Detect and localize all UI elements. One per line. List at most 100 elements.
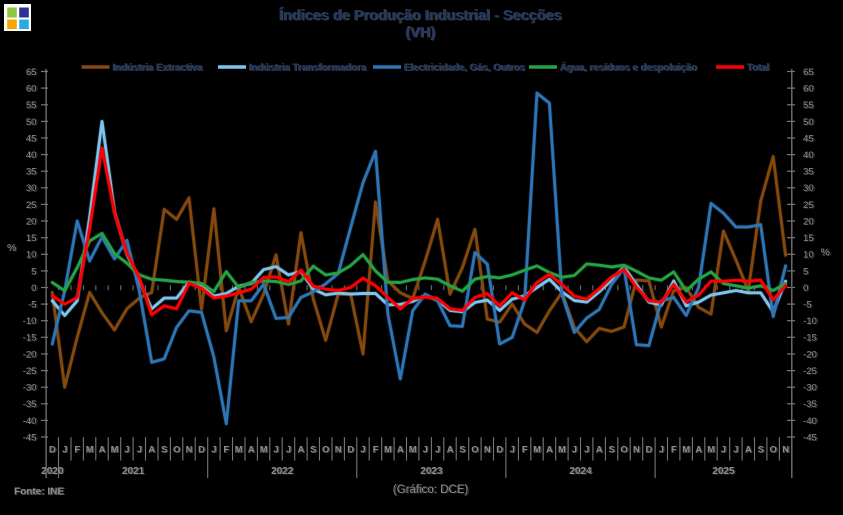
svg-text:O: O: [471, 444, 478, 455]
svg-text:D: D: [646, 444, 653, 455]
svg-text:J: J: [137, 444, 142, 455]
svg-text:O: O: [620, 444, 627, 455]
svg-text:J: J: [273, 444, 278, 455]
svg-text:60: 60: [26, 84, 37, 95]
svg-text:Fonte: INE: Fonte: INE: [14, 487, 64, 498]
svg-text:J: J: [360, 444, 365, 455]
svg-text:S: S: [608, 444, 614, 455]
svg-text:M: M: [707, 444, 715, 455]
svg-text:A: A: [148, 444, 155, 455]
svg-text:F: F: [74, 444, 80, 455]
svg-text:2021: 2021: [122, 466, 145, 477]
svg-text:-15: -15: [803, 333, 817, 344]
svg-text:Índices de Produção Industrial: Índices de Produção Industrial - Secções: [279, 7, 562, 24]
svg-text:M: M: [235, 444, 243, 455]
svg-text:-25: -25: [23, 366, 37, 377]
svg-text:J: J: [423, 444, 428, 455]
svg-text:-30: -30: [803, 383, 817, 394]
svg-text:20: 20: [26, 216, 37, 227]
svg-text:F: F: [671, 444, 677, 455]
svg-text:J: J: [286, 444, 291, 455]
svg-text:50: 50: [26, 117, 37, 128]
svg-text:15: 15: [26, 233, 37, 244]
svg-text:-15: -15: [23, 333, 37, 344]
svg-text:45: 45: [803, 133, 814, 144]
svg-text:25: 25: [26, 200, 37, 211]
svg-text:M: M: [86, 444, 94, 455]
svg-text:10: 10: [26, 250, 37, 261]
svg-text:S: S: [161, 444, 167, 455]
svg-text:D: D: [347, 444, 354, 455]
svg-text:2020: 2020: [41, 466, 64, 477]
svg-text:J: J: [211, 444, 216, 455]
svg-text:A: A: [447, 444, 454, 455]
svg-text:65: 65: [803, 67, 814, 78]
svg-text:30: 30: [803, 183, 814, 194]
svg-text:J: J: [510, 444, 515, 455]
svg-text:-40: -40: [803, 416, 817, 427]
svg-text:-35: -35: [803, 399, 817, 410]
svg-text:F: F: [223, 444, 229, 455]
svg-text:-5: -5: [28, 300, 37, 311]
svg-text:N: N: [633, 444, 640, 455]
svg-text:Electricidade, Gás, Outros: Electricidade, Gás, Outros: [404, 63, 525, 74]
svg-text:50: 50: [803, 117, 814, 128]
svg-text:A: A: [546, 444, 553, 455]
svg-text:A: A: [298, 444, 305, 455]
svg-text:Água, resíduos e despoluição: Água, resíduos e despoluição: [560, 63, 697, 74]
svg-text:J: J: [659, 444, 664, 455]
svg-text:2022: 2022: [271, 466, 294, 477]
svg-text:5: 5: [31, 266, 36, 277]
svg-text:%: %: [7, 242, 16, 254]
svg-text:-30: -30: [23, 383, 37, 394]
svg-text:-45: -45: [803, 432, 817, 443]
svg-text:J: J: [572, 444, 577, 455]
svg-text:F: F: [522, 444, 528, 455]
svg-text:J: J: [435, 444, 440, 455]
svg-text:30: 30: [26, 183, 37, 194]
svg-text:A: A: [695, 444, 702, 455]
svg-text:S: S: [310, 444, 316, 455]
svg-text:-5: -5: [803, 300, 812, 311]
svg-text:A: A: [99, 444, 106, 455]
svg-text:N: N: [186, 444, 193, 455]
svg-text:-45: -45: [23, 432, 37, 443]
svg-text:2023: 2023: [420, 466, 443, 477]
svg-text:0: 0: [31, 283, 36, 294]
svg-text:45: 45: [26, 133, 37, 144]
svg-text:-25: -25: [803, 366, 817, 377]
svg-text:J: J: [584, 444, 589, 455]
svg-text:40: 40: [26, 150, 37, 161]
svg-text:15: 15: [803, 233, 814, 244]
svg-text:Indústria Transformadora: Indústria Transformadora: [249, 63, 367, 74]
svg-text:A: A: [248, 444, 255, 455]
svg-text:S: S: [758, 444, 764, 455]
svg-text:J: J: [62, 444, 67, 455]
svg-text:N: N: [335, 444, 342, 455]
svg-text:O: O: [173, 444, 180, 455]
svg-text:-10: -10: [23, 316, 37, 327]
svg-text:A: A: [596, 444, 603, 455]
svg-text:D: D: [198, 444, 205, 455]
svg-text:65: 65: [26, 67, 37, 78]
svg-text:M: M: [409, 444, 417, 455]
svg-text:25: 25: [803, 200, 814, 211]
svg-text:-20: -20: [803, 349, 817, 360]
svg-text:2024: 2024: [569, 466, 592, 477]
svg-text:-35: -35: [23, 399, 37, 410]
svg-text:Indústria Extractiva: Indústria Extractiva: [112, 63, 203, 74]
svg-text:N: N: [782, 444, 789, 455]
svg-text:55: 55: [26, 100, 37, 111]
svg-text:J: J: [124, 444, 129, 455]
svg-text:%: %: [821, 247, 830, 259]
svg-text:2025: 2025: [712, 466, 735, 477]
svg-text:M: M: [260, 444, 268, 455]
svg-text:35: 35: [26, 167, 37, 178]
svg-text:-10: -10: [803, 316, 817, 327]
svg-text:60: 60: [803, 84, 814, 95]
svg-text:5: 5: [803, 266, 808, 277]
svg-text:J: J: [733, 444, 738, 455]
svg-text:O: O: [770, 444, 777, 455]
svg-text:M: M: [533, 444, 541, 455]
svg-text:-20: -20: [23, 349, 37, 360]
